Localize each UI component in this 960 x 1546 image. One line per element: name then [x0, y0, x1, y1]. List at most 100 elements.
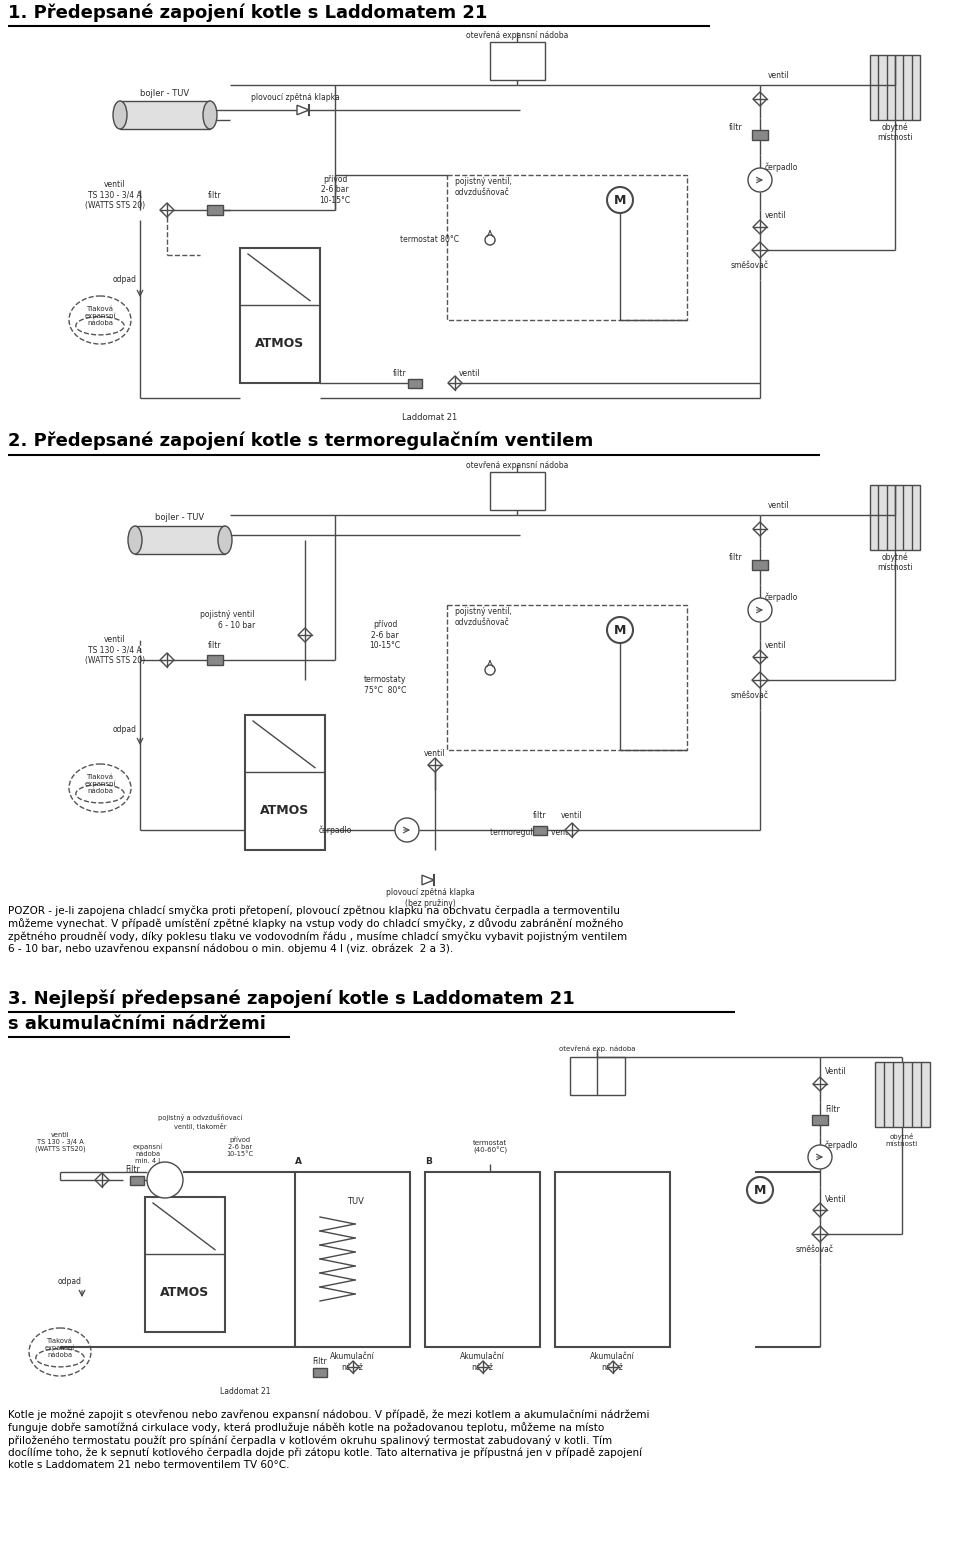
- Text: Laddomat 21: Laddomat 21: [220, 1387, 271, 1396]
- Circle shape: [808, 1146, 832, 1169]
- Bar: [875, 1062, 930, 1127]
- Polygon shape: [607, 1360, 619, 1373]
- Text: směšovač: směšovač: [731, 261, 769, 271]
- Text: Filtr: Filtr: [125, 1166, 140, 1175]
- Polygon shape: [297, 105, 309, 114]
- Polygon shape: [477, 1360, 489, 1373]
- Text: odpad: odpad: [58, 1277, 82, 1286]
- Polygon shape: [95, 1173, 109, 1187]
- Text: ventil
TS 130 - 3/4 A
(WATTS STS20): ventil TS 130 - 3/4 A (WATTS STS20): [35, 1132, 85, 1152]
- Polygon shape: [813, 1078, 827, 1091]
- Text: s akumulačními nádržemi: s akumulačními nádržemi: [8, 1016, 266, 1033]
- Text: termoregulační ventil: termoregulační ventil: [490, 827, 572, 836]
- Text: obytné
místnosti: obytné místnosti: [877, 122, 913, 142]
- Text: směšovač: směšovač: [796, 1246, 834, 1254]
- Bar: [490, 42, 545, 80]
- Text: termostat
(40-60°C): termostat (40-60°C): [473, 1139, 507, 1155]
- Bar: [207, 206, 223, 215]
- Text: M: M: [613, 193, 626, 207]
- Text: otevřená exp. nádoba: otevřená exp. nádoba: [559, 1045, 636, 1053]
- Text: 2. Předepsané zapojení kotle s termoregulačním ventilem: 2. Předepsané zapojení kotle s termoregu…: [8, 431, 593, 450]
- Circle shape: [485, 235, 495, 244]
- Circle shape: [485, 665, 495, 676]
- Text: obytné
místnosti: obytné místnosti: [877, 552, 913, 572]
- Bar: [533, 826, 547, 835]
- Text: odpad: odpad: [113, 275, 137, 284]
- Text: směšovač: směšovač: [731, 691, 769, 700]
- Bar: [490, 472, 545, 510]
- Bar: [120, 100, 210, 128]
- Bar: [135, 526, 225, 553]
- Text: filtr: filtr: [729, 553, 742, 563]
- Polygon shape: [298, 628, 312, 642]
- Text: Tlaková
expansní
nádoba: Tlaková expansní nádoba: [84, 773, 116, 795]
- Circle shape: [748, 598, 772, 621]
- Text: Tlaková
expansní
nádoba: Tlaková expansní nádoba: [84, 306, 116, 326]
- Ellipse shape: [29, 1328, 91, 1376]
- Bar: [447, 604, 687, 750]
- Circle shape: [747, 1177, 773, 1203]
- Text: 3. Nejlepší předepsané zapojení kotle s Laddomatem 21: 3. Nejlepší předepsané zapojení kotle s …: [8, 989, 575, 1008]
- Text: filtr: filtr: [533, 812, 547, 821]
- Text: expansní
nádoba
min. 4 l: expansní nádoba min. 4 l: [132, 1144, 163, 1164]
- Text: odpad: odpad: [113, 725, 137, 734]
- Text: ventil: ventil: [765, 640, 786, 649]
- Bar: [130, 1175, 144, 1184]
- Text: otevřená expansní nádoba: otevřená expansní nádoba: [466, 31, 568, 40]
- Text: M: M: [613, 623, 626, 637]
- Text: filtr: filtr: [208, 642, 222, 651]
- Polygon shape: [347, 1360, 359, 1373]
- Text: čerpadlo: čerpadlo: [825, 1141, 858, 1150]
- Text: filtr: filtr: [729, 124, 742, 133]
- Text: ventil
TS 130 - 3/4 A
(WATTS STS 20): ventil TS 130 - 3/4 A (WATTS STS 20): [84, 179, 145, 210]
- Text: A: A: [295, 1158, 302, 1167]
- Text: ATMOS: ATMOS: [160, 1286, 209, 1299]
- Polygon shape: [565, 822, 579, 836]
- Ellipse shape: [76, 317, 124, 335]
- Text: ventil: ventil: [768, 71, 790, 79]
- Text: Akumulační
nádrž: Akumulační nádrž: [460, 1353, 505, 1371]
- Text: ATMOS: ATMOS: [260, 804, 310, 818]
- Bar: [245, 714, 325, 850]
- Text: plovoucí zpětná klapka: plovoucí zpětná klapka: [251, 93, 340, 102]
- Text: bojler - TUV: bojler - TUV: [156, 513, 204, 523]
- Polygon shape: [428, 758, 442, 771]
- Polygon shape: [753, 220, 767, 233]
- Text: otevřená expansní nádoba: otevřená expansní nádoba: [466, 461, 568, 470]
- Polygon shape: [752, 243, 768, 258]
- Text: pojistný ventil,
odvzdušňovač: pojistný ventil, odvzdušňovač: [455, 608, 512, 626]
- Bar: [570, 1057, 625, 1095]
- Polygon shape: [753, 523, 767, 536]
- Polygon shape: [752, 673, 768, 688]
- Text: ventil: ventil: [765, 210, 786, 220]
- Polygon shape: [753, 649, 767, 663]
- Polygon shape: [812, 1226, 828, 1241]
- Text: Laddomat 21: Laddomat 21: [402, 413, 458, 422]
- Text: přívod
2-6 bar
10-15°C: přívod 2-6 bar 10-15°C: [370, 620, 400, 649]
- Text: ventil: ventil: [424, 748, 445, 758]
- Text: Akumulační
nádrž: Akumulační nádrž: [590, 1353, 635, 1371]
- Text: ventil: ventil: [459, 368, 481, 377]
- Text: termostaty
75°C  80°C: termostaty 75°C 80°C: [364, 676, 406, 694]
- Bar: [752, 130, 768, 141]
- Ellipse shape: [218, 526, 232, 553]
- Ellipse shape: [76, 785, 124, 802]
- Circle shape: [147, 1163, 183, 1198]
- Text: Ventil: Ventil: [825, 1195, 847, 1204]
- Ellipse shape: [113, 100, 127, 128]
- Circle shape: [607, 617, 633, 643]
- Polygon shape: [160, 203, 174, 216]
- Bar: [555, 1172, 670, 1347]
- Text: ventil: ventil: [562, 812, 583, 821]
- Text: ATMOS: ATMOS: [255, 337, 304, 351]
- Text: Filtr: Filtr: [313, 1357, 327, 1367]
- Ellipse shape: [69, 295, 131, 345]
- Ellipse shape: [128, 526, 142, 553]
- Text: filtr: filtr: [208, 192, 222, 201]
- Text: filtr: filtr: [394, 368, 407, 377]
- Text: pojistný ventil
6 - 10 bar: pojistný ventil 6 - 10 bar: [201, 611, 255, 629]
- Text: obytné
místnosti: obytné místnosti: [886, 1133, 918, 1147]
- Polygon shape: [753, 93, 767, 107]
- Text: Filtr: Filtr: [825, 1105, 840, 1115]
- Bar: [447, 175, 687, 320]
